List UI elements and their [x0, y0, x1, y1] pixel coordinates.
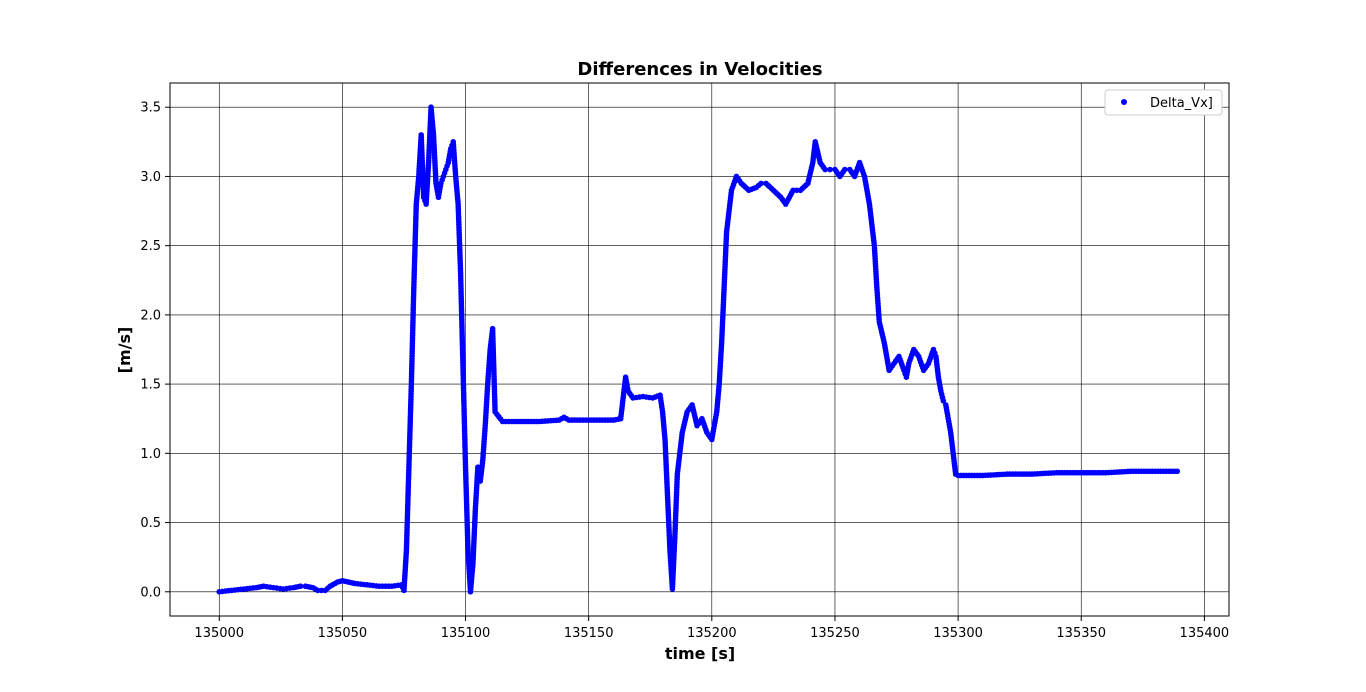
- y-tick-label: 1.0: [140, 447, 161, 462]
- y-tick-label: 2.5: [140, 239, 161, 254]
- data-point: [1174, 468, 1181, 475]
- x-tick-label: 135350: [1056, 626, 1106, 641]
- legend-marker: [1121, 99, 1127, 105]
- plot-area: [169, 82, 1230, 617]
- x-tick-label: 135400: [1180, 626, 1230, 641]
- x-tick-label: 135200: [687, 626, 737, 641]
- grid: [170, 83, 1229, 616]
- data-point: [827, 166, 833, 173]
- legend-box: [1104, 89, 1223, 116]
- x-tick-label: 135150: [564, 626, 614, 641]
- y-axis-label: [m/s]: [115, 327, 134, 374]
- x-tick-label: 135250: [810, 626, 860, 641]
- y-tick-label: 2.0: [140, 308, 161, 323]
- x-tick-label: 135100: [441, 626, 491, 641]
- y-tick-label: 0.5: [140, 516, 161, 531]
- x-tick-label: 135000: [194, 626, 244, 641]
- y-tick-label: 3.0: [140, 170, 161, 185]
- y-axis-ticks: 0.0 0.5 1.0 1.5 2.0 2.5 3.0 3.5: [140, 101, 170, 600]
- x-tick-label: 135050: [318, 626, 368, 641]
- x-axis-label: time [s]: [665, 644, 735, 663]
- data-point: [297, 583, 304, 590]
- y-tick-label: 0.0: [140, 585, 161, 600]
- legend: Delta_Vx]: [1104, 89, 1223, 116]
- x-axis-ticks: 135000 135050 135100 135150 135200 135250 1353…: [194, 616, 1229, 641]
- legend-label: Delta_Vx]: [1150, 96, 1213, 111]
- data-point: [842, 166, 848, 173]
- data-point: [940, 397, 947, 404]
- chart-title: Differences in Velocities: [577, 59, 822, 80]
- data-points: [216, 104, 1181, 595]
- data-point: [758, 180, 764, 187]
- x-tick-label: 135300: [933, 626, 983, 641]
- y-tick-label: 1.5: [140, 378, 161, 393]
- data-point: [822, 166, 828, 173]
- y-tick-label: 3.5: [140, 101, 161, 116]
